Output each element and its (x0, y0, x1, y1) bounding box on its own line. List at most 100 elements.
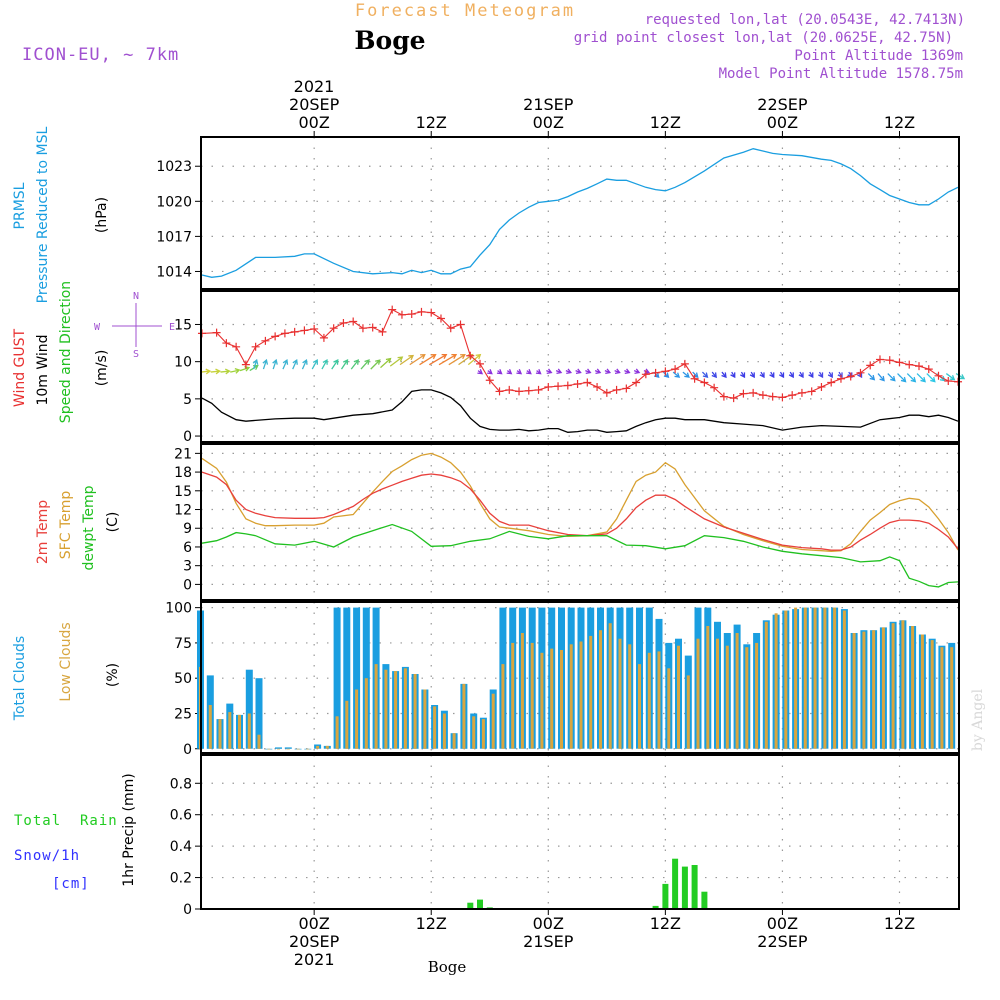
wind-gust-marker (749, 388, 758, 397)
low-cloud-bar (784, 610, 788, 749)
low-cloud-bar (608, 623, 612, 749)
wind-direction-arrow (867, 373, 876, 381)
wind-direction-arrow (360, 359, 370, 370)
bottom-hour-label: 00Z (298, 914, 329, 933)
wind-direction-arrow (282, 358, 289, 370)
wind-direction-arrow (477, 369, 484, 375)
top-hour-label: 00Z (767, 113, 798, 132)
y-tick-label: 0.6 (170, 808, 192, 824)
wind-gust-marker (417, 307, 426, 316)
temp-unit: (C) (105, 512, 121, 533)
low-cloud-bar (267, 748, 271, 750)
y-tick-label: 9 (183, 521, 192, 537)
wind-direction-arrow (701, 371, 709, 378)
wind-gust-marker (495, 387, 504, 396)
bottom-date-label: 21SEP (523, 932, 574, 951)
dewpt-line (201, 523, 959, 588)
top-hour-label: 00Z (533, 113, 564, 132)
compass-rose-icon: N S W E (94, 291, 175, 360)
bottom-hour-label: 00Z (533, 914, 564, 933)
wind-direction-arrow (798, 371, 804, 379)
wind-gust-marker (280, 329, 289, 338)
total-cloud-bar (362, 607, 370, 749)
low-cloud-bar (511, 642, 515, 749)
low-cloud-bar (423, 689, 427, 749)
wind-gust-marker (397, 310, 406, 319)
bottom-hour-label: 12Z (416, 914, 447, 933)
wind-direction-arrow (585, 368, 592, 374)
total-clouds-label: Total Clouds (12, 636, 28, 721)
low-cloud-bar (384, 669, 388, 749)
bottom-hour-label: 12Z (884, 914, 915, 933)
rain-bar (662, 883, 669, 909)
low-cloud-bar (296, 748, 300, 750)
wind-gust-marker (602, 388, 611, 397)
wind-gust-marker (622, 384, 631, 393)
y-tick-label: 0.2 (170, 871, 192, 887)
low-cloud-bar (833, 607, 837, 749)
total-cloud-bar (353, 607, 361, 749)
wind-direction-arrow (448, 353, 466, 366)
wind-direction-arrow (496, 369, 503, 375)
precip-unit: 1hr Precip (mm) (121, 773, 137, 886)
wind-direction-arrow (682, 371, 690, 378)
rain-bar (691, 865, 698, 909)
wind-gust-marker (680, 359, 689, 368)
sfc-temp-line (201, 452, 959, 552)
low-cloud-bar (920, 634, 924, 749)
wind-direction-arrow (487, 369, 493, 375)
y-tick-label: 1014 (156, 264, 192, 280)
wind-gust-marker (368, 323, 377, 332)
wind-direction-arrow (200, 368, 212, 375)
wind-direction-arrow (808, 371, 814, 379)
wind-gust-marker (329, 324, 338, 333)
wind-direction-arrow (759, 371, 765, 379)
y-tick-label: 0 (183, 577, 192, 593)
low-cloud-bar (940, 647, 944, 749)
wind-gust-marker (612, 385, 621, 394)
y-tick-label: 12 (174, 503, 192, 519)
wind-direction-arrow (633, 368, 641, 374)
wind-direction-arrow (594, 368, 602, 374)
wind-gust-marker (563, 381, 572, 390)
wind-gust-marker (358, 324, 367, 333)
low-cloud-bar (677, 645, 680, 749)
wind-gust-marker (310, 324, 319, 333)
wind-direction-arrow (555, 368, 563, 374)
low-cloud-bar (589, 635, 593, 749)
wind-direction-arrow (614, 368, 621, 374)
watermark: by Angel (970, 688, 986, 751)
panel-frame (200, 136, 960, 290)
low-cloud-bar (520, 633, 524, 749)
panel-frame (200, 290, 960, 443)
wind-direction-arrow (438, 353, 458, 366)
low-cloud-bar (364, 678, 368, 749)
wind-direction-arrow (409, 353, 426, 366)
wind-direction-arrow (926, 373, 936, 383)
wind-direction-arrow (916, 373, 926, 383)
wind-direction-arrow (575, 368, 582, 374)
low-cloud-bar (794, 607, 798, 749)
wind-gust-marker (534, 385, 543, 394)
low-cloud-bar (881, 627, 885, 749)
low-cloud-bar (638, 664, 641, 749)
y-tick-label: 0 (183, 902, 192, 918)
wind-gust-marker (661, 367, 670, 376)
wind-gust-marker (856, 368, 865, 377)
low-cloud-bar (335, 716, 339, 749)
wind-unit: (m/s) (94, 350, 110, 387)
compass-e-label: E (169, 322, 175, 333)
low-cloud-bar (238, 714, 241, 749)
wind-direction-arrow (721, 371, 727, 379)
point-altitude: Point Altitude 1369m (794, 48, 963, 64)
top-hour-label: 12Z (416, 113, 447, 132)
wind-gust-marker (729, 394, 738, 403)
pressure-label-short: PRMSL (12, 182, 28, 229)
low-cloud-bar (452, 733, 456, 749)
wind-direction-arrow (955, 373, 966, 380)
wind-gust-marker (349, 317, 358, 326)
rain-bar (477, 899, 483, 909)
wind-gust-marker (632, 378, 641, 387)
low-cloud-bar (911, 626, 915, 749)
